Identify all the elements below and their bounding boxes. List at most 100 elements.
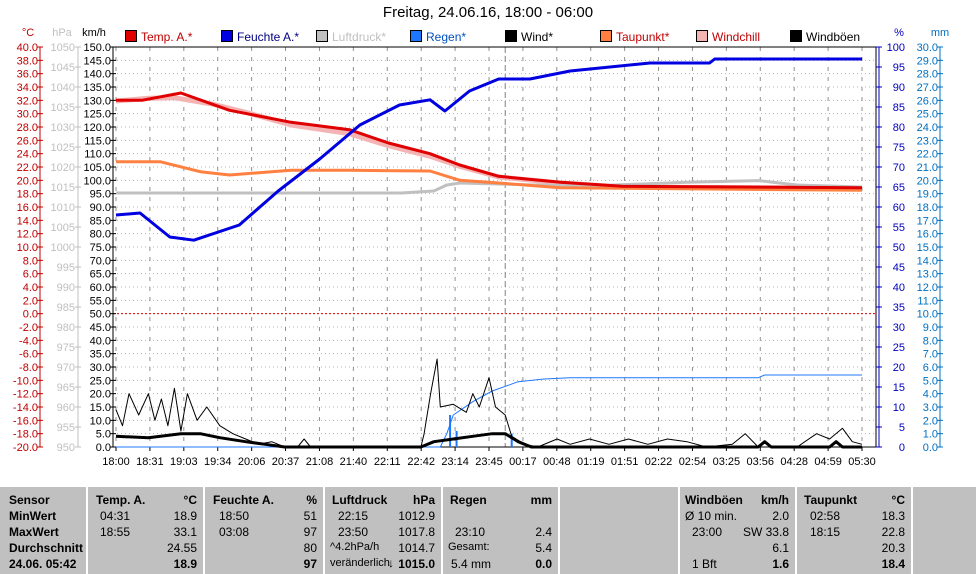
axis-label-percent: 100	[887, 42, 905, 54]
dew-unit: °C	[891, 493, 905, 507]
axis-label-mm: 22.0	[917, 149, 938, 161]
axis-label-mm: 21.0	[917, 162, 938, 174]
x-tick-label: 02:22	[645, 456, 673, 468]
x-tick-label: 20:06	[238, 456, 266, 468]
press-unit: hPa	[412, 493, 435, 507]
hum-header: Feuchte A.	[213, 493, 274, 507]
gust-max: SW 33.8	[742, 525, 789, 539]
gust-avg10-label: Ø 10 min.	[685, 509, 738, 523]
axis-label-kmh: 90.0	[90, 202, 111, 214]
axis-label-celsius: -18.0	[13, 429, 38, 441]
axis-label-kmh: 115.0	[84, 135, 111, 147]
x-tick-label: 04:28	[780, 456, 808, 468]
col-rain: Regen mm 23:10 2.4 Gesamt: 5.4 5.4 mm 0.…	[443, 487, 560, 574]
dew-header: Taupunkt	[804, 493, 858, 507]
hum-min-time: 18:50	[219, 509, 250, 523]
axis-label-hpa: 1050	[51, 42, 75, 54]
axis-label-kmh: 35.0	[90, 349, 111, 361]
x-tick-label: 23:14	[441, 456, 469, 468]
axis-label-kmh: 145.0	[83, 55, 111, 67]
axis-label-celsius: -16.0	[13, 415, 38, 427]
rain-unit: mm	[530, 493, 552, 507]
axis-label-celsius: -12.0	[13, 389, 38, 401]
axis-label-celsius: 12.0	[17, 229, 38, 241]
x-tick-label: 22:42	[407, 456, 435, 468]
axis-label-mm: 19.0	[917, 189, 938, 201]
dew-min: 18.3	[881, 509, 905, 523]
axis-label-percent: 25	[893, 342, 905, 354]
axis-label-percent: 80	[893, 122, 905, 134]
axis-label-mm: 14.0	[917, 255, 938, 267]
legend-swatch	[221, 30, 233, 42]
rain-max: 2.4	[535, 525, 552, 539]
x-tick-label: 20:37	[272, 456, 300, 468]
axis-label-percent: 50	[893, 242, 905, 254]
legend-item: Windchill	[696, 30, 760, 44]
axis-label-percent: 65	[893, 182, 905, 194]
axis-label-celsius: -8.0	[19, 362, 38, 374]
legend-label: Luftdruck*	[332, 30, 387, 44]
axis-label-mm: 26.0	[917, 95, 938, 107]
axis-label-mm: 10.0	[917, 309, 938, 321]
axis-label-percent: 35	[893, 302, 905, 314]
axis-label-hpa: 990	[57, 282, 75, 294]
axis-label-kmh: 80.0	[90, 229, 111, 241]
axis-label-hpa: 1030	[51, 122, 75, 134]
axis-label-celsius: 16.0	[17, 202, 38, 214]
x-tick-label: 00:48	[543, 456, 571, 468]
gust-avg10: 2.0	[772, 509, 789, 523]
col-gust: Windböen km/h Ø 10 min. 2.0 23:00 SW 33.…	[680, 487, 797, 574]
hum-current: 97	[303, 557, 317, 571]
axis-label-kmh: 15.0	[90, 402, 111, 414]
axis-label-percent: 5	[899, 422, 905, 434]
axis-label-kmh: 130.0	[83, 95, 111, 107]
axis-label-kmh: 150.0	[83, 42, 111, 54]
weather-chart: 18:00 18:31 19:03 19:34 20:06 20:37 21:08 21:40…	[13, 27, 949, 468]
row-max-label: MaxWert	[9, 525, 59, 539]
axis-label-percent: 30	[893, 322, 905, 334]
axis-label-hpa: 995	[57, 262, 75, 274]
temp-current: 18.9	[173, 557, 197, 571]
legend-label: Wind*	[521, 30, 554, 44]
axis-label-celsius: 10.0	[17, 242, 38, 254]
unit-celsius: °C	[22, 27, 34, 39]
rain-max-time: 23:10	[455, 525, 486, 539]
axis-label-mm: 13.0	[917, 269, 938, 281]
axis-label-kmh: 55.0	[90, 295, 111, 307]
rain-total-label: Gesamt:	[448, 541, 490, 553]
axis-label-celsius: -20.0	[13, 442, 38, 454]
axis-label-mm: 30.0	[917, 42, 938, 54]
legend-label: Windböen	[806, 30, 861, 44]
axis-label-celsius: 32.0	[17, 95, 38, 107]
x-tick-label: 21:40	[340, 456, 368, 468]
axis-label-kmh: 75.0	[90, 242, 111, 254]
press-tendency: veränderlich	[330, 557, 390, 569]
press-header: Luftdruck	[332, 493, 388, 507]
gust-current: 1.6	[772, 557, 789, 571]
axis-label-celsius: 24.0	[17, 149, 38, 161]
x-tick-label: 04:59	[814, 456, 842, 468]
legend-item: Luftdruck*	[316, 30, 386, 44]
axis-label-celsius: 18.0	[17, 189, 38, 201]
axis-label-celsius: -2.0	[19, 322, 38, 334]
hum-min: 51	[303, 509, 317, 523]
legend-swatch	[505, 30, 517, 42]
unit-hpa: hPa	[52, 27, 72, 39]
axis-label-hpa: 965	[57, 382, 75, 394]
hum-max: 97	[303, 525, 317, 539]
axis-label-celsius: 22.0	[17, 162, 38, 174]
gust-header: Windböen	[685, 493, 743, 507]
axis-label-celsius: 36.0	[17, 69, 38, 81]
axis-label-hpa: 1025	[51, 142, 75, 154]
x-tick-label: 21:08	[306, 456, 334, 468]
axis-label-hpa: 955	[57, 422, 75, 434]
press-trend: ^4.2hPa/h	[330, 541, 380, 553]
legend-swatch	[696, 30, 708, 42]
temp-avg: 24.55	[166, 541, 197, 555]
x-tick-label: 19:34	[204, 456, 232, 468]
axis-label-celsius: 2.0	[23, 295, 38, 307]
axis-label-mm: 18.0	[917, 202, 938, 214]
col-dewpoint: Taupunkt °C 02:58 18.3 18:15 22.8 20.3 1…	[797, 487, 913, 574]
axis-label-celsius: 14.0	[17, 215, 38, 227]
legend-item: Windböen	[790, 30, 860, 44]
